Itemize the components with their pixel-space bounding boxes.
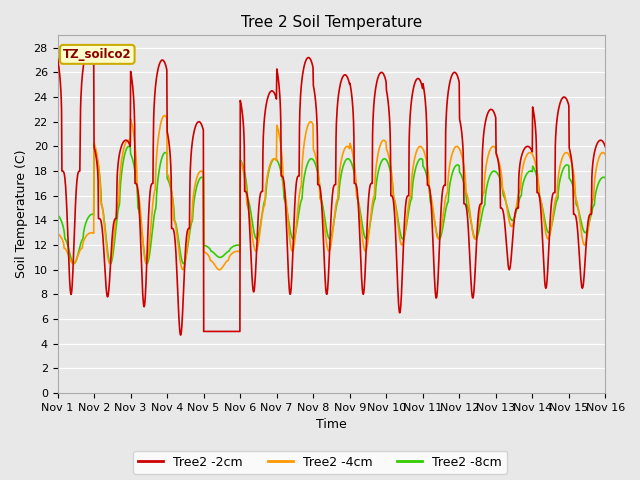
Tree2 -8cm — [602, 175, 609, 181]
Legend: Tree2 -2cm, Tree2 -4cm, Tree2 -8cm: Tree2 -2cm, Tree2 -4cm, Tree2 -8cm — [133, 451, 507, 474]
Tree2 -4cm — [602, 152, 609, 157]
Tree2 -4cm — [118, 154, 126, 159]
Tree2 -4cm — [161, 113, 168, 119]
Tree2 -2cm — [86, 45, 93, 50]
Tree2 -4cm — [54, 230, 61, 236]
Tree2 -8cm — [298, 196, 306, 202]
Tree2 -2cm — [287, 289, 294, 295]
Tree2 -2cm — [54, 56, 61, 62]
Line: Tree2 -4cm: Tree2 -4cm — [58, 116, 605, 270]
Tree2 -8cm — [70, 261, 78, 266]
Tree2 -4cm — [287, 243, 294, 249]
Tree2 -8cm — [119, 163, 127, 168]
Tree2 -2cm — [602, 144, 609, 150]
Tree2 -4cm — [308, 120, 316, 125]
Tree2 -8cm — [125, 144, 132, 149]
X-axis label: Time: Time — [316, 419, 347, 432]
Tree2 -8cm — [366, 222, 374, 228]
Tree2 -4cm — [366, 220, 374, 226]
Text: TZ_soilco2: TZ_soilco2 — [63, 48, 132, 61]
Tree2 -2cm — [366, 183, 374, 189]
Tree2 -8cm — [97, 180, 104, 185]
Tree2 -2cm — [298, 76, 306, 82]
Tree2 -8cm — [308, 156, 316, 162]
Tree2 -2cm — [97, 216, 104, 222]
Line: Tree2 -8cm: Tree2 -8cm — [58, 146, 605, 264]
Tree2 -2cm — [177, 332, 184, 338]
Tree2 -2cm — [119, 141, 127, 146]
Tree2 -2cm — [308, 60, 316, 66]
Tree2 -4cm — [96, 178, 104, 183]
Tree2 -8cm — [54, 212, 61, 218]
Tree2 -4cm — [298, 164, 306, 170]
Y-axis label: Soil Temperature (C): Soil Temperature (C) — [15, 150, 28, 278]
Tree2 -4cm — [216, 267, 223, 273]
Title: Tree 2 Soil Temperature: Tree 2 Soil Temperature — [241, 15, 422, 30]
Line: Tree2 -2cm: Tree2 -2cm — [58, 48, 605, 335]
Tree2 -8cm — [287, 230, 294, 236]
